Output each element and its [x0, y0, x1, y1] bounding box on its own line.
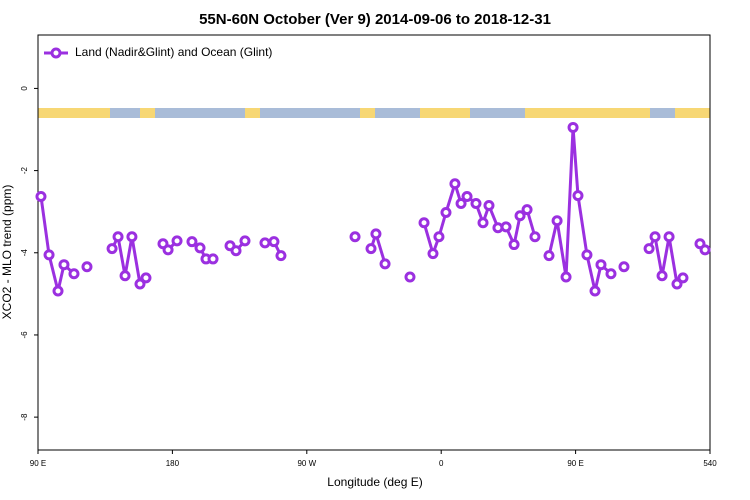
point [656, 270, 668, 282]
point [404, 271, 416, 283]
y-tick-label: -4 [20, 249, 29, 257]
point [567, 121, 579, 133]
y-tick-label: -6 [20, 331, 29, 339]
point [194, 242, 206, 254]
point [230, 245, 242, 257]
point [461, 190, 473, 202]
point [112, 231, 124, 243]
chart-title: 55N-60N October (Ver 9) 2014-09-06 to 20… [199, 11, 551, 28]
point [106, 243, 118, 255]
point [81, 261, 93, 273]
point [618, 261, 630, 273]
x-tick-label: 180 [166, 459, 180, 468]
point [370, 228, 382, 240]
point [581, 249, 593, 261]
point [572, 190, 584, 202]
point [427, 248, 439, 260]
point [52, 285, 64, 297]
point [521, 204, 533, 216]
x-tick-label: 0 [439, 459, 444, 468]
point [171, 235, 183, 247]
legend: Land (Nadir&Glint) and Ocean (Glint) [44, 45, 272, 59]
y-tick-label: -8 [20, 413, 29, 421]
point [514, 210, 526, 222]
x-tick-label: 90 E [30, 459, 46, 468]
legend-label: Land (Nadir&Glint) and Ocean (Glint) [75, 45, 272, 59]
point [35, 190, 47, 202]
point [440, 207, 452, 219]
point [649, 231, 661, 243]
point [551, 215, 563, 227]
plot-frame [37, 34, 711, 451]
point [68, 268, 80, 280]
point [470, 197, 482, 209]
point [58, 259, 70, 271]
point [119, 270, 131, 282]
point [43, 249, 55, 261]
point [186, 236, 198, 248]
legend-marker [50, 47, 62, 59]
point [560, 271, 572, 283]
point [455, 197, 467, 209]
point [239, 235, 251, 247]
y-tick-label: 0 [20, 86, 29, 91]
point [449, 178, 461, 190]
point [126, 231, 138, 243]
point [365, 243, 377, 255]
point [477, 217, 489, 229]
point [671, 278, 683, 290]
point [140, 272, 152, 284]
point [275, 250, 287, 262]
point [595, 259, 607, 271]
point [349, 231, 361, 243]
point [483, 200, 495, 212]
point [259, 237, 271, 249]
point [589, 285, 601, 297]
point [663, 231, 675, 243]
point [508, 239, 520, 251]
y-axis-label: XCO2 - MLO trend (ppm) [0, 185, 14, 320]
point [500, 221, 512, 233]
point [268, 236, 280, 248]
point [643, 243, 655, 255]
point [699, 244, 711, 256]
point [677, 272, 689, 284]
point [418, 217, 430, 229]
point [433, 231, 445, 243]
x-tick-label: 540 [703, 459, 717, 468]
point [379, 258, 391, 270]
point [162, 244, 174, 256]
x-axis-label: Longitude (deg E) [327, 475, 422, 489]
point [543, 250, 555, 262]
point [529, 231, 541, 243]
x-tick-label: 90 W [297, 459, 316, 468]
map-strip [38, 108, 710, 118]
y-tick-label: -2 [20, 166, 29, 174]
point [134, 278, 146, 290]
point [207, 253, 219, 265]
x-tick-label: 90 E [567, 459, 583, 468]
point [605, 268, 617, 280]
